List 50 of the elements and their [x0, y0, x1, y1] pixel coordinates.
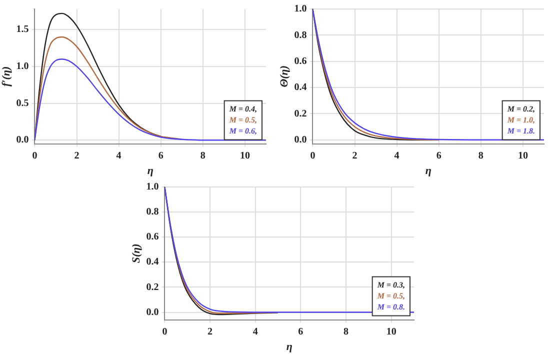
y-tick-label: 0.0	[16, 134, 29, 146]
y-tick-label: 1.5	[16, 24, 29, 36]
y-tick-label: 0.2	[294, 108, 307, 120]
text: M = 1.0,	[506, 115, 535, 124]
y-tick-label: 1.0	[16, 61, 29, 72]
series-label: M = 0.8.	[376, 302, 405, 312]
y-tick-label: 0.2	[146, 282, 159, 293]
x-tick-label: 4	[252, 326, 258, 338]
y-tick-label: 0.4	[294, 82, 307, 94]
series-label: M = 1.8.	[506, 126, 535, 136]
x-tick-label: 2	[74, 150, 80, 162]
x-tick-label: 8	[478, 150, 484, 162]
y-axis-title: Θ(η)	[278, 66, 290, 88]
x-tick-label: 0	[32, 150, 38, 162]
y-tick-label: 0.8	[294, 30, 307, 41]
x-tick-label: 0	[310, 150, 316, 162]
y-tick-label: 0.6	[146, 232, 159, 243]
y-tick-label: 0.0	[294, 134, 307, 146]
text: M = 0.2,	[506, 104, 535, 114]
x-tick-label: 8	[344, 326, 349, 338]
y-tick-label: 1.0	[146, 182, 159, 193]
x-tick-label: 6	[298, 326, 304, 338]
x-tick-label: 8	[200, 150, 206, 162]
y-tick-label: 0.5	[16, 98, 29, 109]
y-tick-label: 1.0	[294, 4, 307, 15]
y-tick-label: 0.4	[146, 256, 159, 268]
text: M = 0.5,	[376, 291, 405, 300]
y-tick-label: 0.8	[146, 206, 159, 218]
x-tick-label: 4	[116, 150, 122, 162]
x-tick-label: 10	[518, 150, 528, 162]
series-label: M = 0.6,	[228, 126, 257, 136]
y-tick-label: 0.6	[294, 56, 307, 67]
line-series	[164, 187, 414, 313]
x-axis-title: η	[425, 165, 432, 178]
y-axis-title: f′(η)	[0, 66, 12, 86]
x-tick-label: 6	[158, 150, 164, 162]
x-tick-label: 6	[436, 150, 442, 162]
x-axis-title: η	[286, 341, 292, 354]
x-tick-label: 10	[386, 326, 396, 338]
x-tick-label: 2	[208, 326, 213, 338]
x-tick-label: 2	[352, 150, 358, 162]
text: M = 0.3,	[376, 280, 405, 290]
text: M = 0.4,	[228, 104, 257, 114]
x-tick-label: 0	[162, 326, 168, 338]
x-tick-label: 10	[240, 150, 250, 162]
x-tick-label: 4	[394, 150, 400, 162]
y-tick-label: 0.0	[146, 306, 159, 318]
x-axis-title: η	[147, 165, 154, 178]
y-axis-title: S(η)	[130, 244, 142, 264]
text: M = 0.5,	[228, 115, 257, 124]
